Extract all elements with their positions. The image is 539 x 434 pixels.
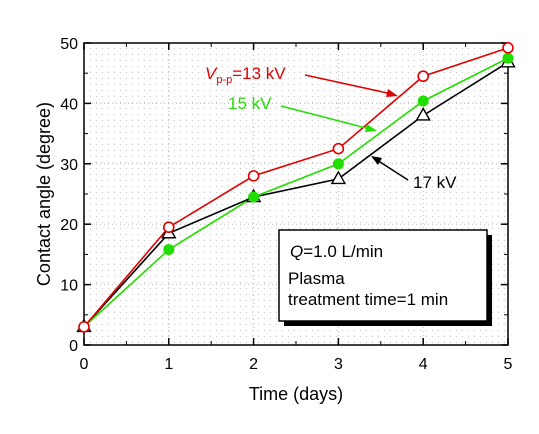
data-point-15kv [248,191,260,203]
condition-box [278,229,488,322]
data-point-13kv [247,170,260,182]
data-point-17kv [330,170,347,185]
legend-label-17kv: 17 kV [413,173,457,192]
y-tick-label: 30 [60,157,78,174]
data-point-17kv [415,107,431,121]
legend-label-13kv-var: V [205,64,218,83]
legend-label-13kv: Vp-p=13 kV [205,64,286,86]
leader-arrow-17kv [376,159,409,181]
y-tick-label: 0 [69,338,78,355]
y-tick-label: 40 [60,96,78,113]
condition-flow-var: Q [290,242,303,261]
leader-arrow-13kv [304,74,393,95]
data-point-13kv [332,142,345,155]
x-tick-label: 4 [419,356,428,373]
data-point-13kv [502,42,514,54]
y-axis-title: Contact angle (degree) [34,102,54,286]
leader-arrowhead-15kv [365,124,377,132]
data-point-15kv [417,95,429,107]
condition-flow-rest: =1.0 L/min [303,242,383,261]
x-tick-label: 0 [80,356,89,373]
series-line-1 [83,57,509,328]
x-tick-label: 2 [249,356,258,373]
series-lines [83,47,509,328]
x-tick-label: 5 [504,356,513,373]
legend-label-15kv: 15 kV [228,94,272,113]
y-tick-label: 20 [60,217,78,234]
data-point-13kv [417,70,430,83]
series-line-0 [83,47,509,328]
x-tick-label: 1 [164,356,173,373]
legend-label-13kv-rest: =13 kV [232,64,286,83]
series-line-2 [83,61,509,328]
data-point-13kv [78,321,90,333]
leader-arrowhead-13kv [386,89,398,97]
y-tick-label: 50 [60,36,78,53]
x-tick-label: 3 [334,356,343,373]
data-point-13kv [163,221,175,234]
data-point-15kv [332,158,344,170]
data-point-15kv [502,52,514,64]
leader-arrow-15kv [280,105,371,130]
y-tick-label: 10 [60,278,78,295]
condition-line-2: Plasma [288,269,345,288]
condition-line-3: treatment time=1 min [288,290,448,309]
leader-arrowhead-17kv [371,156,382,165]
series-markers [76,42,516,333]
data-point-15kv [163,244,175,256]
x-axis-title: Time (days) [249,384,343,404]
condition-flow-rate: Q=1.0 L/min [290,242,383,261]
legend-label-13kv-sub: p-p [216,74,232,86]
